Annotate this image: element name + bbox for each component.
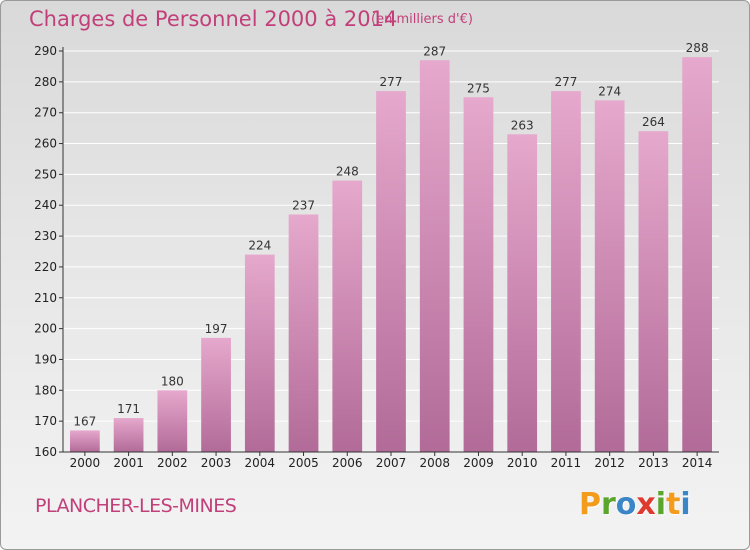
y-tick-label: 270 <box>34 106 57 120</box>
bar-2014 <box>682 57 713 453</box>
data-labels: 167 171 180 197 224 237 248 277 287 275 263 277 274 2… <box>73 41 708 428</box>
y-tick-label: 260 <box>34 137 57 151</box>
x-tick-label: 2007 <box>376 456 407 470</box>
data-label-2011: 277 <box>554 75 577 89</box>
x-tick-label: 2001 <box>113 456 144 470</box>
x-tick-label: 2000 <box>70 456 101 470</box>
y-tick-label: 210 <box>34 291 57 305</box>
y-tick-label: 240 <box>34 198 57 212</box>
data-label-2006: 248 <box>336 165 359 179</box>
data-label-2004: 224 <box>248 239 271 253</box>
x-tick-label: 2004 <box>245 456 276 470</box>
x-tick-label: 2008 <box>419 456 450 470</box>
x-tick-label: 2002 <box>157 456 188 470</box>
data-label-2009: 275 <box>467 81 490 95</box>
bar-2011 <box>551 91 581 452</box>
y-tick-label: 170 <box>34 414 57 428</box>
y-tick-label: 250 <box>34 167 57 181</box>
data-label-2005: 237 <box>292 198 315 212</box>
x-tick-label: 2003 <box>201 456 232 470</box>
data-label-2000: 167 <box>73 414 96 428</box>
y-tick-label: 220 <box>34 260 57 274</box>
y-tick-label: 160 <box>34 445 57 459</box>
bar-2001 <box>113 418 144 452</box>
data-label-2010: 263 <box>511 118 534 132</box>
bars <box>69 57 713 453</box>
city-name: PLANCHER-LES-MINES <box>35 495 237 517</box>
y-tick-label: 290 <box>34 44 57 58</box>
x-tick-label: 2010 <box>507 456 538 470</box>
chart-title: Charges de Personnel 2000 à 2014 <box>29 7 398 31</box>
data-label-2001: 171 <box>117 402 140 416</box>
proxiti-logo: Proxiti <box>579 487 691 522</box>
y-tick-label: 190 <box>34 352 57 366</box>
bar-2002 <box>157 390 188 452</box>
data-label-2007: 277 <box>380 75 403 89</box>
y-tick-label: 230 <box>34 229 57 243</box>
chart-subtitle: (en milliers d'€) <box>371 12 473 27</box>
bar-2008 <box>419 60 450 452</box>
bar-2000 <box>69 430 100 452</box>
x-tick-label: 2005 <box>288 456 319 470</box>
data-label-2014: 288 <box>686 41 709 55</box>
bar-2012 <box>594 100 625 452</box>
bar-2003 <box>201 337 231 452</box>
data-label-2003: 197 <box>205 322 228 336</box>
x-tick-label: 2012 <box>594 456 625 470</box>
bar-2004 <box>244 254 275 452</box>
x-tick-label: 2013 <box>638 456 669 470</box>
data-label-2012: 274 <box>598 84 621 98</box>
data-label-2002: 180 <box>161 374 184 388</box>
y-tick-label: 280 <box>34 75 57 89</box>
data-label-2008: 287 <box>423 44 446 58</box>
bar-2005 <box>288 214 319 452</box>
bar-2010 <box>507 134 538 453</box>
x-tick-label: 2014 <box>682 456 713 470</box>
axes: 160 170 180 190 200 210 220 230 240 250 260 270 280 2… <box>34 44 719 470</box>
x-tick-label: 2009 <box>463 456 494 470</box>
bar-2009 <box>463 97 494 453</box>
y-tick-label: 180 <box>34 383 57 397</box>
bar-2007 <box>376 91 406 452</box>
data-label-2013: 264 <box>642 115 665 129</box>
x-tick-label: 2011 <box>551 456 582 470</box>
x-tick-label: 2006 <box>332 456 363 470</box>
bar-2013 <box>638 131 669 452</box>
bar-2006 <box>332 180 363 453</box>
y-tick-label: 200 <box>34 322 57 336</box>
